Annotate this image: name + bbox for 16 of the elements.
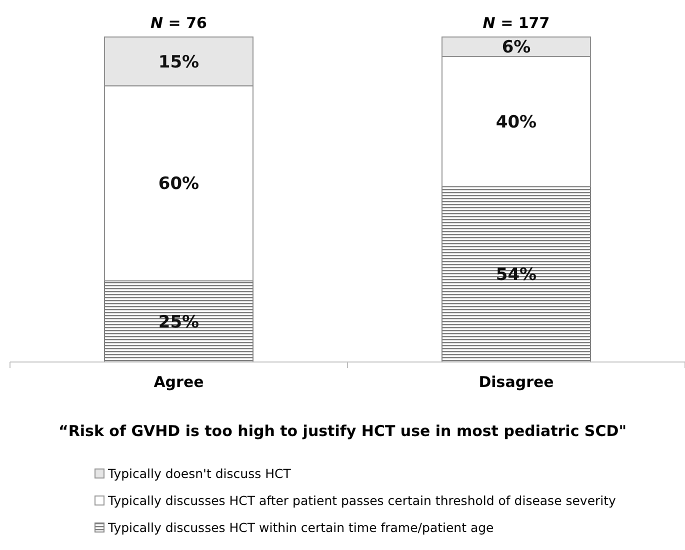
legend-label: Typically discusses HCT within certain time frame/patient age (107, 520, 494, 535)
data-label: 54% (496, 265, 537, 286)
data-label: 6% (502, 38, 531, 58)
legend-label: Typically discusses HCT after patient passes certain threshold of disease severity (107, 493, 617, 508)
annotation: N = 177 (482, 14, 550, 32)
x-axis-title: “Risk of GVHD is too high to justify HCT use in most pediatric SCD" (58, 422, 627, 440)
bar (442, 186, 591, 362)
legend-label: Typically doesn't discuss HCT (107, 466, 292, 481)
annotation: N = 76 (150, 14, 207, 32)
bar (104, 280, 254, 362)
data-label: 15% (158, 52, 200, 72)
data-label: 40% (496, 112, 537, 132)
data-label: 60% (158, 174, 200, 194)
x-tick-label: Disagree (478, 373, 554, 391)
data-label: 25% (158, 312, 200, 332)
x-tick-label: Agree (154, 373, 204, 391)
